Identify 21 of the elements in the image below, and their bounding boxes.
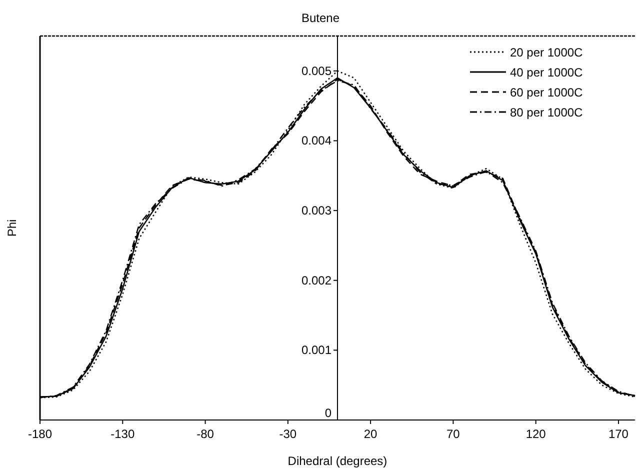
y-tick-label: 0.004 [301, 134, 332, 148]
chart-title: Butene [301, 11, 340, 25]
y-tick-label: 0.001 [301, 343, 332, 358]
y-tick-label: 0 [324, 406, 332, 420]
y-axis-title: Phi [5, 219, 19, 237]
x-tick-label: 120 [526, 427, 546, 441]
legend-label: 40 per 1000C [510, 66, 584, 80]
x-tick-label: -30 [279, 427, 297, 441]
x-tick-label: 170 [608, 427, 629, 441]
legend-label: 60 per 1000C [510, 86, 584, 100]
x-tick-label: -180 [28, 427, 52, 441]
x-tick-label: -130 [110, 427, 135, 441]
x-tick-label: 70 [446, 427, 460, 441]
legend-label: 20 per 1000C [510, 46, 584, 60]
x-tick-label: 20 [364, 427, 378, 441]
legend-label: 80 per 1000C [510, 106, 584, 120]
x-tick-label: -80 [196, 427, 214, 441]
y-tick-label: 0.003 [301, 204, 332, 218]
y-tick-label: 0.005 [301, 64, 332, 78]
x-axis-title: Dihedral (degrees) [288, 454, 388, 468]
y-tick-label: 0.002 [301, 273, 332, 288]
